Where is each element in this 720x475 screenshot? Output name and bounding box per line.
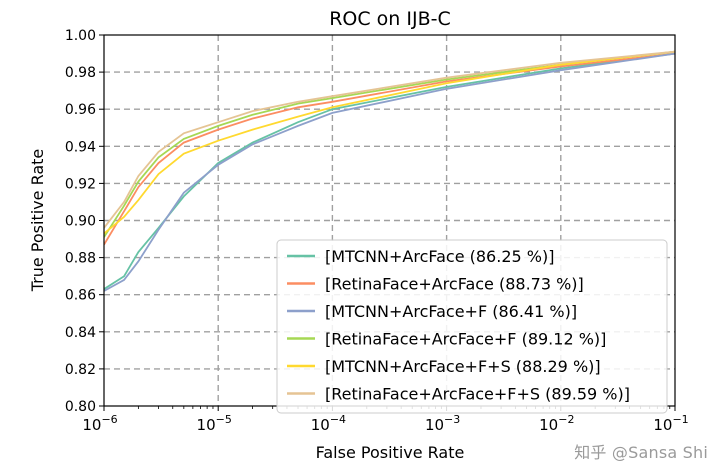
y-tick-label: 0.92 [65, 176, 96, 192]
legend-entry: [RetinaFace+ArcFace (88.73 %)] [325, 275, 584, 294]
series-lines [104, 50, 675, 292]
axis-ticks: 0.80 0.82 0.84 0.86 0.88 0.90 0.92 0.94 0.96 0.98… [65, 28, 689, 434]
legend-entry: [MTCNN+ArcFace+F+S (88.29 %)] [325, 357, 601, 376]
x-tick-label: 10−4 [311, 413, 346, 434]
series-line-2 [104, 52, 675, 246]
legend-box [276, 239, 668, 414]
series-line-3 [104, 52, 675, 292]
y-tick-label: 0.80 [65, 399, 96, 415]
legend-entry: [MTCNN+ArcFace+F (86.41 %)] [325, 302, 577, 321]
y-tick-label: 0.84 [65, 325, 96, 341]
watermark: 知乎 @Sansa Shi [574, 443, 708, 462]
series-line-1 [104, 52, 675, 290]
x-tick-label: 10−1 [653, 413, 688, 434]
x-axis-label: False Positive Rate [316, 443, 465, 462]
y-tick-label: 0.86 [65, 288, 96, 304]
series-line-6 [104, 50, 675, 229]
y-axis-label: True Positive Rate [28, 149, 47, 293]
y-tick-label: 0.90 [65, 214, 96, 230]
chart-title: ROC on IJB-C [329, 8, 451, 30]
x-tick-label: 10−5 [197, 413, 232, 434]
y-tick-label: 0.88 [65, 251, 96, 267]
x-tick-label: 10−6 [82, 413, 117, 434]
x-tick-label: 10−3 [425, 413, 460, 434]
y-tick-label: 0.98 [65, 65, 96, 81]
legend-entry: [RetinaFace+ArcFace+F+S (89.59 %)] [325, 385, 630, 404]
x-tick-label: 10−2 [539, 413, 574, 434]
y-tick-label: 0.96 [65, 102, 96, 118]
y-tick-label: 0.82 [65, 362, 96, 378]
legend: [MTCNN+ArcFace (86.25 %)] [RetinaFace+Arc… [276, 239, 668, 414]
legend-entry: [MTCNN+ArcFace (86.25 %)] [325, 247, 554, 266]
series-line-4 [104, 50, 675, 238]
series-line-5 [104, 50, 675, 235]
y-tick-label: 1.00 [65, 28, 96, 44]
y-tick-label: 0.94 [65, 139, 96, 155]
legend-entry: [RetinaFace+ArcFace+F (89.12 %)] [325, 330, 606, 349]
